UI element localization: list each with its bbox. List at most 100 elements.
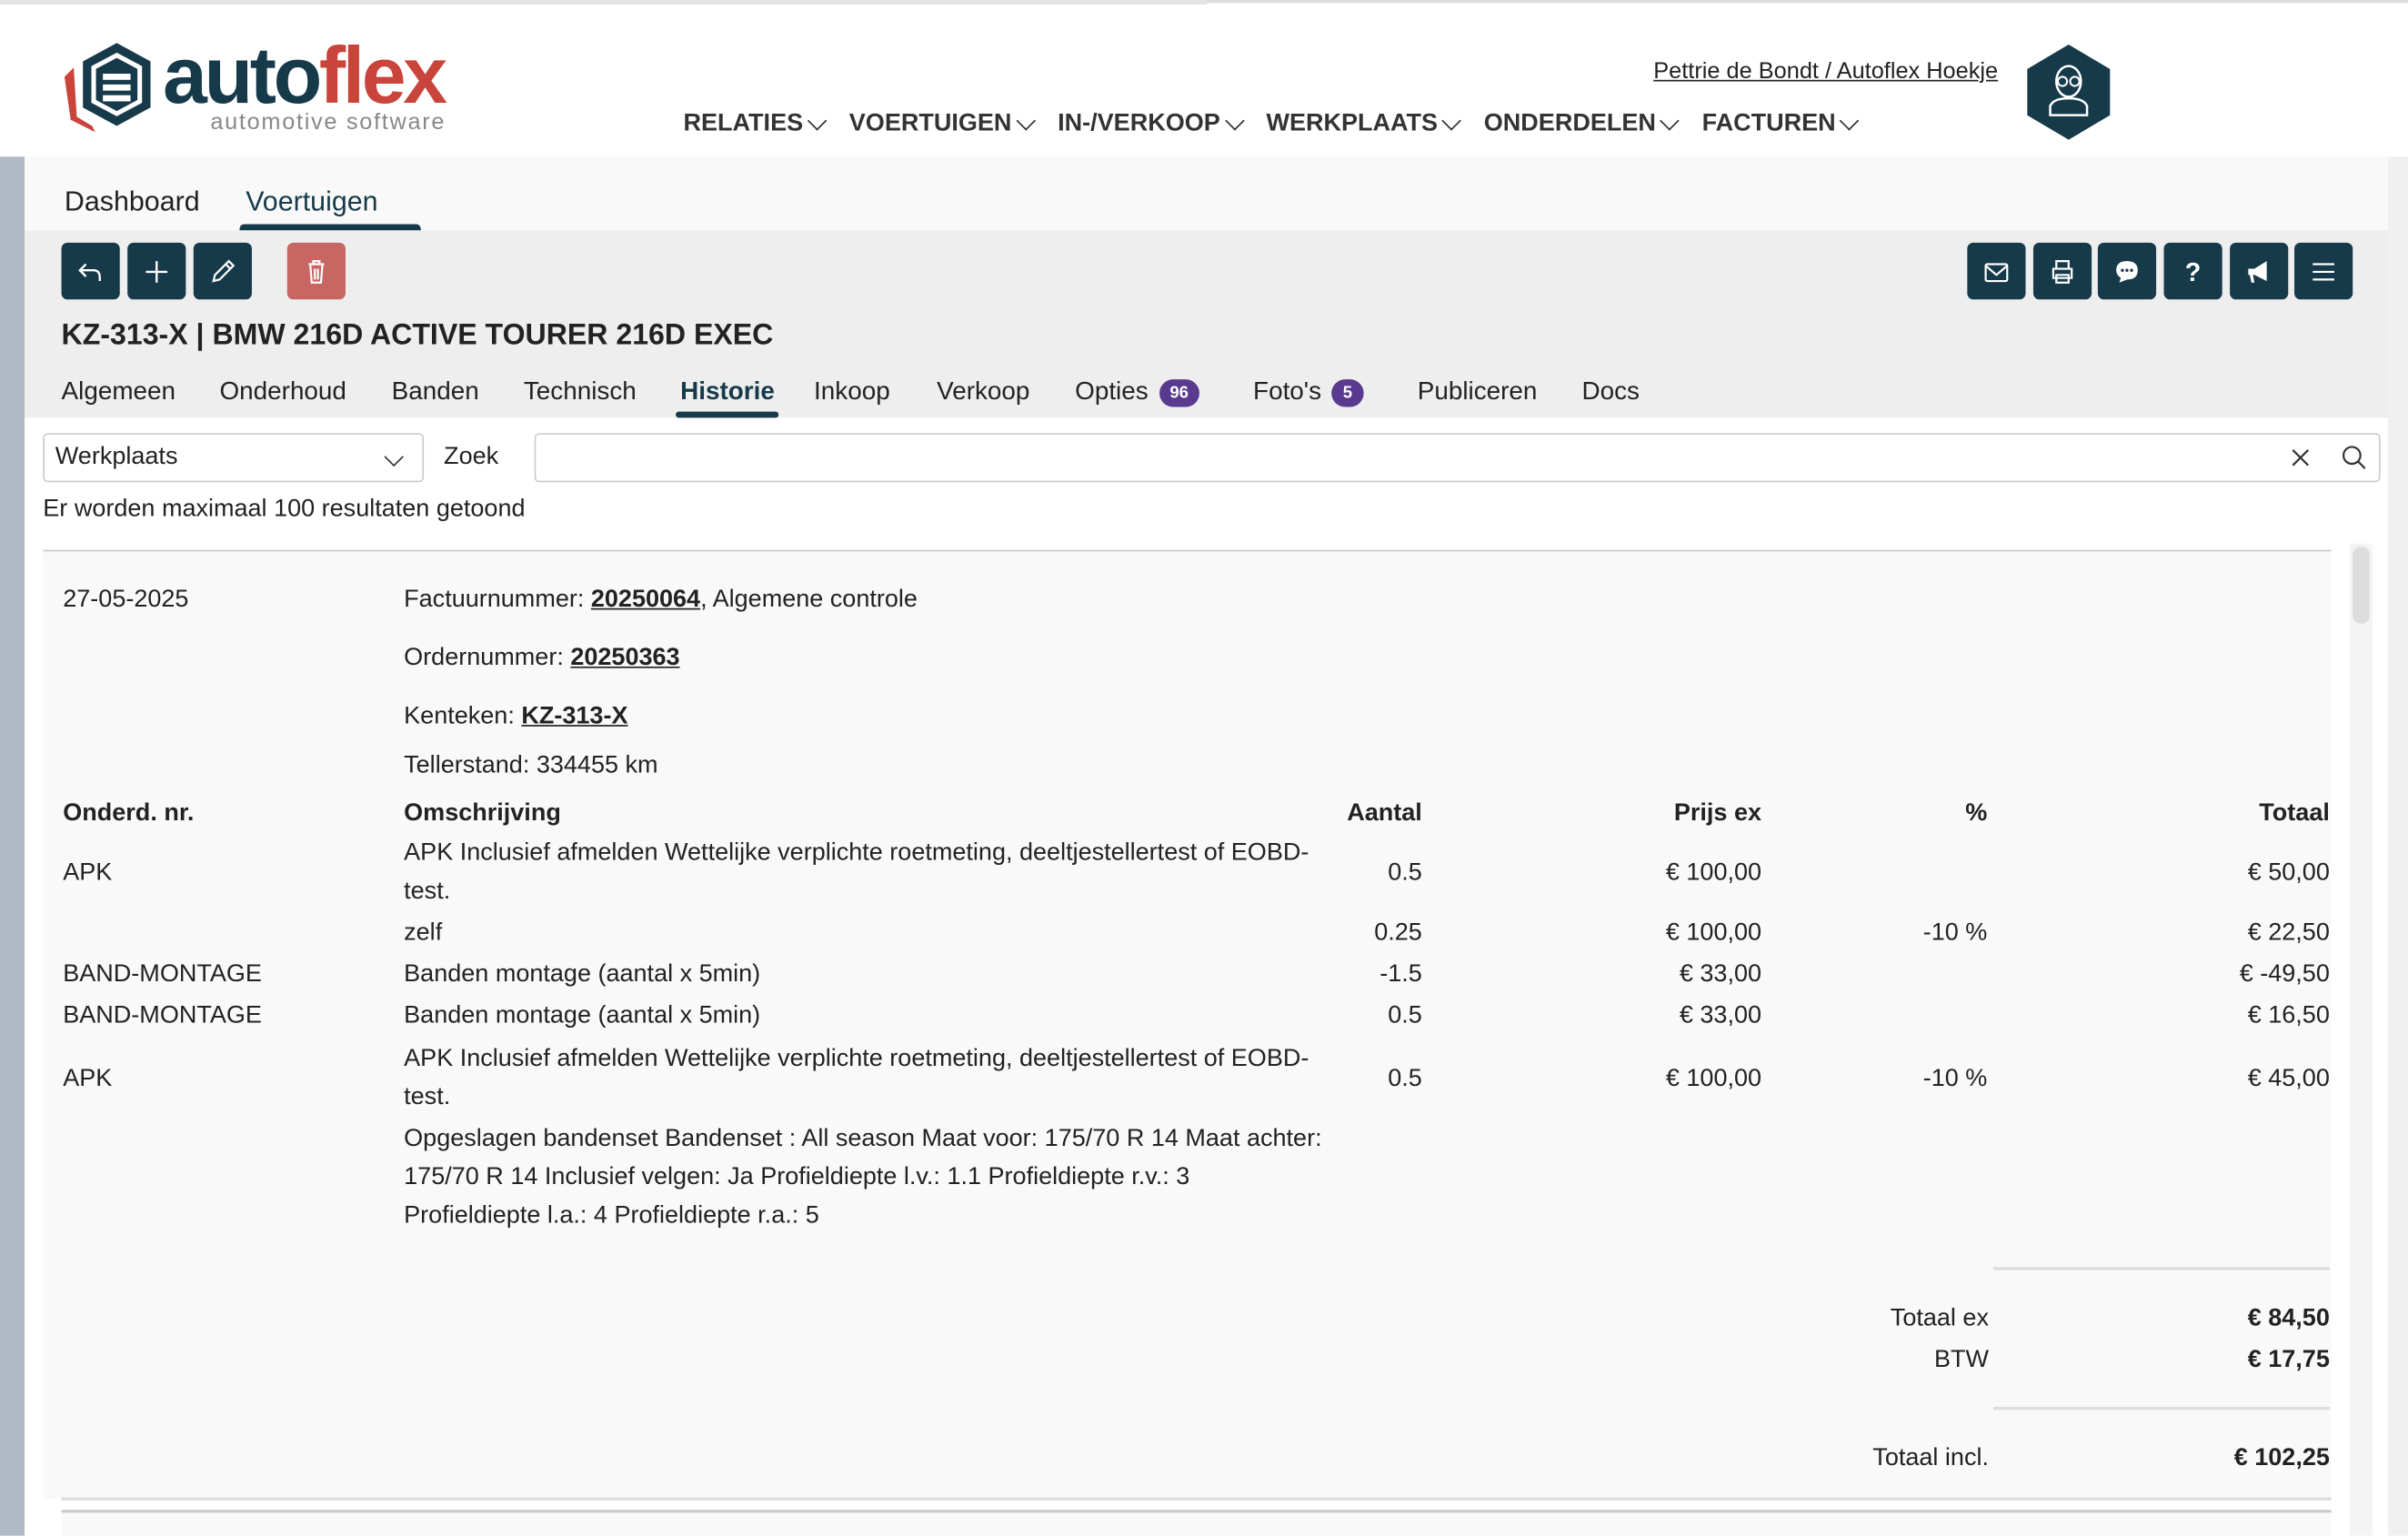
- total-incl-value: € 102,25: [2233, 1445, 2330, 1471]
- print-button[interactable]: [2032, 242, 2092, 300]
- tab-label: Opties: [1075, 377, 1149, 406]
- label: Ordernummer:: [404, 645, 571, 671]
- mail-button[interactable]: [1967, 242, 2026, 300]
- divider: [1993, 1267, 2330, 1270]
- brand-logo[interactable]: autoflex: [163, 32, 447, 122]
- total-incl-label: Totaal incl.: [1872, 1445, 1989, 1471]
- tab-onderhoud[interactable]: Onderhoud: [219, 377, 346, 407]
- menu-icon: [2313, 262, 2334, 280]
- cell-total: € 50,00: [2247, 858, 2330, 886]
- tab-label: Onderhoud: [219, 377, 346, 406]
- clear-icon[interactable]: [2290, 447, 2312, 468]
- chevron-down-icon: [384, 447, 404, 467]
- cell-desc: Banden montage (aantal x 5min): [404, 961, 761, 988]
- search-icon[interactable]: [2341, 444, 2368, 471]
- tab-voertuigen[interactable]: Voertuigen: [246, 186, 378, 217]
- cell-qty: 0.5: [1388, 858, 1422, 886]
- svg-text:?: ?: [2185, 257, 2202, 286]
- chevron-down-icon: [1840, 110, 1860, 130]
- back-icon: [78, 262, 101, 281]
- cell-total: € 16,50: [2247, 1002, 2330, 1029]
- tab-inkoop[interactable]: Inkoop: [814, 377, 890, 407]
- nav-label: IN-/VERKOOP: [1058, 110, 1220, 137]
- vehicle-title: KZ-313-X | BMW 216D ACTIVE TOURER 216D E…: [61, 319, 774, 352]
- tab-publiceren[interactable]: Publiceren: [1418, 377, 1538, 407]
- chevron-down-icon: [807, 110, 828, 130]
- col-qty: Aantal: [1347, 799, 1422, 827]
- label: Factuurnummer:: [404, 587, 591, 613]
- cell-part: APK: [63, 1065, 113, 1091]
- search-input[interactable]: [534, 433, 2381, 483]
- tab-algemeen[interactable]: Algemeen: [62, 377, 176, 407]
- results-note: Er worden maximaal 100 resultaten getoon…: [43, 496, 526, 523]
- divider: [61, 1497, 2332, 1501]
- invoice-link[interactable]: 20250064: [590, 587, 701, 613]
- tab-label: Algemeen: [61, 377, 176, 406]
- main-nav: RELATIES VOERTUIGEN IN-/VERKOOP WERKPLAA…: [684, 110, 1882, 138]
- nav-label: WERKPLAATS: [1266, 110, 1439, 137]
- announcements-button[interactable]: [2230, 242, 2289, 300]
- cell-qty: 0.5: [1388, 1065, 1422, 1091]
- active-subtab-indicator: [676, 411, 779, 418]
- scrollbar-thumb[interactable]: [2353, 547, 2370, 624]
- help-icon: ?: [2185, 257, 2202, 286]
- list-scrollbar[interactable]: [2349, 543, 2373, 1536]
- tab-banden[interactable]: Banden: [392, 377, 479, 407]
- edit-button[interactable]: [193, 242, 252, 300]
- page-scrollbar[interactable]: [2388, 156, 2408, 1536]
- col-pct: %: [1965, 799, 1988, 827]
- plate-link[interactable]: KZ-313-X: [521, 703, 628, 730]
- user-link[interactable]: Pettrie de Bondt / Autoflex Hoekje: [1653, 58, 1999, 85]
- cell-price: € 33,00: [1679, 961, 1762, 988]
- print-icon: [2052, 259, 2073, 283]
- menu-button[interactable]: [2294, 242, 2353, 300]
- cell-total: € 22,50: [2247, 919, 2330, 947]
- total-ex-value: € 84,50: [2247, 1305, 2330, 1332]
- nav-voertuigen[interactable]: VOERTUIGEN: [848, 110, 1036, 138]
- tab-technisch[interactable]: Technisch: [524, 377, 637, 407]
- tab-label: Docs: [1581, 377, 1640, 406]
- cell-pct: -10 %: [1922, 1065, 1988, 1091]
- invoice-line: Factuurnummer: 20250064, Algemene contro…: [404, 580, 918, 618]
- cell-desc: Banden montage (aantal x 5min): [404, 1002, 761, 1029]
- nav-label: VOERTUIGEN: [848, 110, 1012, 137]
- chevron-down-icon: [1224, 110, 1244, 130]
- tab-label: Foto's: [1253, 377, 1322, 406]
- tab-label: Historie: [680, 377, 775, 406]
- cell-price: € 100,00: [1665, 858, 1762, 886]
- order-link[interactable]: 20250363: [570, 645, 680, 671]
- nav-facturen[interactable]: FACTUREN: [1701, 110, 1860, 138]
- back-button[interactable]: [61, 242, 120, 300]
- nav-werkplaats[interactable]: WERKPLAATS: [1266, 110, 1462, 138]
- cell-total: € -49,50: [2239, 961, 2330, 988]
- add-button[interactable]: [127, 242, 186, 300]
- nav-in-verkoop[interactable]: IN-/VERKOOP: [1058, 110, 1244, 138]
- tab-docs[interactable]: Docs: [1581, 377, 1639, 407]
- order-line: Ordernummer: 20250363: [404, 639, 679, 678]
- sidebar-strip: [0, 156, 25, 1536]
- tab-dashboard[interactable]: Dashboard: [64, 186, 200, 217]
- cell-qty: 0.25: [1374, 919, 1422, 947]
- cell-part: APK: [63, 858, 113, 886]
- top-border: [0, 0, 1208, 5]
- record-date: 27-05-2025: [63, 587, 189, 613]
- help-button[interactable]: ?: [2163, 242, 2222, 300]
- delete-button[interactable]: [286, 242, 346, 300]
- nav-onderdelen[interactable]: ONDERDELEN: [1484, 110, 1681, 138]
- active-tab-indicator: [239, 224, 421, 231]
- btw-value: € 17,75: [2247, 1347, 2330, 1373]
- mail-icon: [1984, 262, 2009, 282]
- user-glasses-icon[interactable]: [2027, 44, 2111, 140]
- nav-relaties[interactable]: RELATIES: [684, 110, 828, 138]
- tab-fotos[interactable]: Foto's 5: [1253, 377, 1363, 407]
- search-value: [536, 435, 2271, 481]
- chat-button[interactable]: [2097, 242, 2157, 300]
- category-select[interactable]: Werkplaats: [43, 433, 425, 483]
- nav-label: FACTUREN: [1701, 110, 1836, 137]
- tab-opties[interactable]: Opties 96: [1075, 377, 1199, 407]
- top-tabs-bar: [25, 156, 2389, 231]
- odometer: Tellerstand: 334455 km: [404, 752, 658, 779]
- chat-icon: [2116, 260, 2138, 282]
- tab-verkoop[interactable]: Verkoop: [937, 377, 1029, 407]
- tab-historie[interactable]: Historie: [680, 377, 775, 407]
